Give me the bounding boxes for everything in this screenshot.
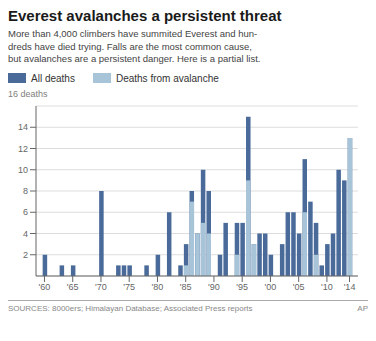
svg-text:10: 10 xyxy=(18,164,28,174)
svg-text:2: 2 xyxy=(23,249,28,259)
svg-text:'90: '90 xyxy=(208,282,220,292)
html-text:16 deaths: 16 deaths xyxy=(8,88,48,99)
svg-text:'60: '60 xyxy=(39,282,51,292)
html-text:AP: AP xyxy=(357,303,368,313)
svg-text:'95: '95 xyxy=(236,282,248,292)
svg-text:'00: '00 xyxy=(265,282,277,292)
html-text:More than 4,000 climbers have: More than 4,000 climbers have summited E… xyxy=(8,28,261,64)
svg-text:'65: '65 xyxy=(67,282,79,292)
svg-text:'80: '80 xyxy=(152,282,164,292)
svg-text:'70: '70 xyxy=(95,282,107,292)
svg-text:'75: '75 xyxy=(123,282,135,292)
svg-text:14: 14 xyxy=(18,122,28,132)
svg-text:'85: '85 xyxy=(180,282,192,292)
html-text:All deaths: All deaths xyxy=(31,72,75,84)
svg-text:'05: '05 xyxy=(293,282,305,292)
svg-text:'10: '10 xyxy=(321,282,333,292)
html-text:Deaths from avalanche: Deaths from avalanche xyxy=(115,72,219,84)
svg-text:'14: '14 xyxy=(344,282,356,292)
html-text:Everest avalanches a persisten: Everest avalanches a persistent threat xyxy=(8,7,282,24)
svg-text:4: 4 xyxy=(23,228,28,238)
svg-text:12: 12 xyxy=(18,143,28,153)
html-text:SOURCES: 8000ers; Himalayan Da: SOURCES: 8000ers; Himalayan Database; As… xyxy=(8,303,253,313)
svg-text:6: 6 xyxy=(23,207,28,217)
svg-text:8: 8 xyxy=(23,186,28,196)
